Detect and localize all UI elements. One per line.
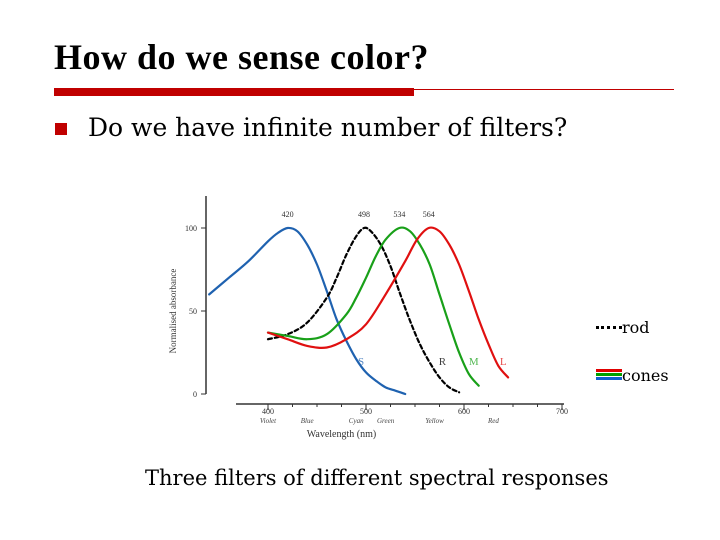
x-tick-label: 500	[360, 407, 372, 416]
series-line-m	[266, 226, 480, 387]
series-label-s: S	[358, 356, 364, 368]
peak-label: 498	[358, 210, 370, 219]
y-tick-label: 50	[189, 307, 197, 316]
color-name-label: Red	[487, 417, 499, 425]
color-name-label: Blue	[301, 417, 314, 425]
chart-labels: S R M L 420 498 534 564	[282, 210, 507, 368]
series-line-r	[266, 226, 461, 394]
rod-swatch	[596, 326, 622, 329]
x-tick-label: 400	[262, 407, 274, 416]
peak-label: 420	[282, 210, 294, 219]
y-tick-label: 0	[193, 390, 197, 399]
series-label-r: R	[439, 356, 447, 368]
legend-rod-label: rod	[622, 318, 650, 337]
bullet-text: Do we have infinite number of filters?	[88, 113, 568, 142]
color-name-label: Yellow	[425, 417, 444, 425]
color-name-label: Green	[377, 417, 395, 425]
y-tick-label: 100	[185, 224, 197, 233]
chart-axes: 0 50 100 Normalised absorbance 400 500 600 700 V…	[168, 196, 568, 440]
chart-series	[208, 226, 510, 396]
peak-label: 534	[393, 210, 405, 219]
y-axis-label: Normalised absorbance	[168, 269, 178, 354]
absorbance-chart: 0 50 100 Normalised absorbance 400 500 600 700 V…	[168, 196, 568, 440]
title-underline-thin	[414, 89, 674, 90]
color-name-label: Cyan	[349, 417, 364, 425]
cone-swatch-green	[596, 373, 622, 376]
chart-caption: Three filters of different spectral resp…	[145, 466, 609, 490]
x-tick-label: 700	[556, 407, 568, 416]
series-label-l: L	[500, 356, 507, 368]
peak-label: 564	[423, 210, 435, 219]
x-tick-label: 600	[458, 407, 470, 416]
color-name-label: Violet	[260, 417, 277, 425]
series-line-l	[266, 226, 510, 379]
x-axis-label: Wavelength (nm)	[307, 429, 376, 440]
cone-swatch-red	[596, 369, 622, 372]
series-label-m: M	[469, 356, 479, 368]
cones-swatch	[596, 369, 622, 381]
bullet-marker	[55, 123, 67, 135]
legend-cones-label: cones	[622, 366, 669, 385]
cone-swatch-blue	[596, 377, 622, 380]
series-line-s	[208, 226, 407, 396]
title-underline-thick	[54, 88, 414, 96]
slide-title: How do we sense color?	[54, 37, 429, 77]
